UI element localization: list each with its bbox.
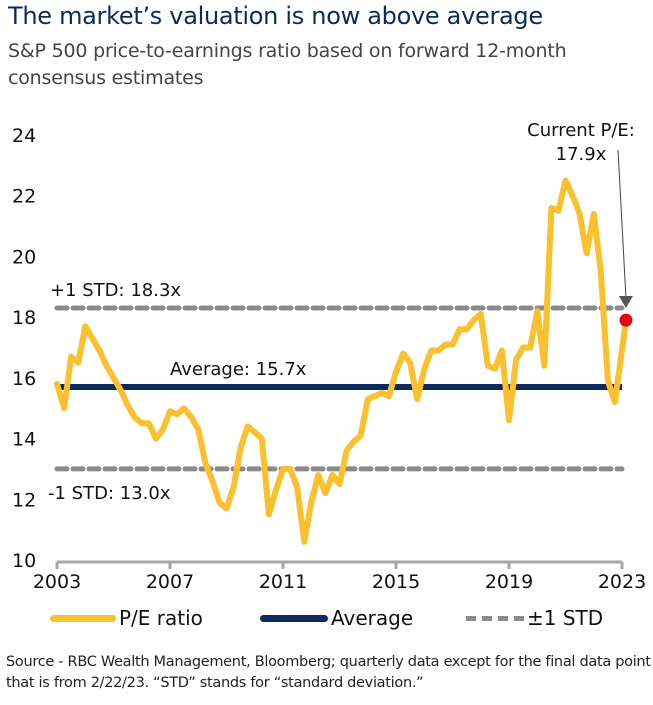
legend: P/E ratio Average ±1 STD bbox=[0, 606, 653, 642]
y-tick-label: 18 bbox=[12, 307, 36, 329]
legend-item-std: ±1 STD bbox=[466, 606, 603, 630]
legend-item-average: Average bbox=[260, 606, 413, 630]
y-tick-label: 16 bbox=[12, 368, 36, 390]
x-tick-label: 2003 bbox=[33, 571, 81, 593]
legend-swatch-average bbox=[260, 614, 328, 622]
legend-swatch-std bbox=[466, 615, 524, 621]
current-pe-label-line1: Current P/E: bbox=[527, 120, 635, 141]
chart-title: The market’s valuation is now above aver… bbox=[8, 2, 543, 30]
y-tick-label: 20 bbox=[12, 246, 36, 268]
legend-label-pe: P/E ratio bbox=[119, 606, 203, 630]
x-tick-label: 2019 bbox=[485, 571, 533, 593]
legend-label-std: ±1 STD bbox=[527, 606, 604, 630]
y-axis: 10 12 14 16 18 20 22 24 bbox=[12, 125, 36, 572]
legend-item-pe-ratio: P/E ratio bbox=[50, 606, 203, 630]
source-note: Source - RBC Wealth Management, Bloomber… bbox=[6, 654, 651, 691]
x-tick-label: 2023 bbox=[598, 571, 646, 593]
series-lines bbox=[54, 177, 629, 545]
x-tick-label: 2007 bbox=[146, 571, 194, 593]
legend-swatch-pe bbox=[50, 614, 116, 622]
x-axis: 2003 2007 2011 2015 2019 2023 bbox=[33, 560, 646, 593]
current-pe-arrowhead-icon bbox=[618, 296, 633, 309]
y-tick-label: 14 bbox=[12, 429, 36, 451]
y-tick-label: 10 bbox=[12, 550, 36, 572]
upper-std-label: +1 STD: 18.3x bbox=[50, 280, 181, 301]
lower-std-label: -1 STD: 13.0x bbox=[48, 483, 171, 504]
legend-label-average: Average bbox=[331, 606, 414, 630]
pe-ratio-line bbox=[54, 177, 629, 545]
y-tick-label: 12 bbox=[12, 489, 36, 511]
current-pe-label-line2: 17.9x bbox=[556, 144, 607, 165]
x-tick-label: 2011 bbox=[259, 571, 307, 593]
x-tick-label: 2015 bbox=[372, 571, 420, 593]
average-label: Average: 15.7x bbox=[170, 359, 307, 380]
chart-plot: 10 12 14 16 18 20 22 24 2003 2007 2011 2015 2019 202… bbox=[12, 120, 646, 593]
current-pe-arrow bbox=[617, 149, 627, 299]
chart-subtitle: S&P 500 price-to-earnings ratio based on… bbox=[8, 40, 567, 89]
current-pe-marker bbox=[619, 313, 633, 327]
y-tick-label: 22 bbox=[12, 186, 36, 208]
y-tick-label: 24 bbox=[12, 125, 36, 147]
